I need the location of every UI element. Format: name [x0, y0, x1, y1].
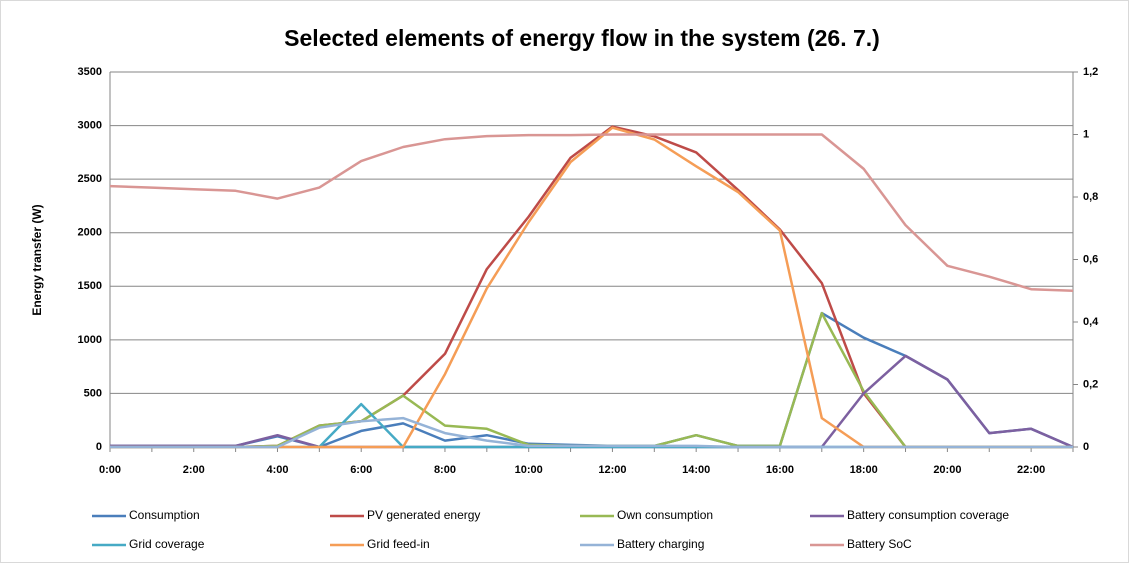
y2-tick-label: 1,2 — [1083, 66, 1098, 78]
legend-label: Battery SoC — [847, 537, 912, 551]
y2-tick-label: 0,6 — [1083, 253, 1098, 265]
legend-label: Grid feed-in — [367, 537, 430, 551]
y2-tick-label: 0 — [1083, 441, 1089, 453]
x-tick-label: 22:00 — [1017, 464, 1045, 476]
y-tick-label: 2500 — [78, 173, 102, 185]
legend-label: Battery consumption coverage — [847, 508, 1009, 522]
legend-label: PV generated energy — [367, 508, 480, 522]
x-tick-label: 6:00 — [350, 464, 372, 476]
x-tick-label: 16:00 — [766, 464, 794, 476]
y-tick-label: 1000 — [78, 334, 102, 346]
chart-title: Selected elements of energy flow in the … — [284, 25, 880, 51]
x-tick-label: 18:00 — [850, 464, 878, 476]
y2-tick-label: 0,2 — [1083, 378, 1098, 390]
legend-label: Consumption — [129, 508, 200, 522]
y-tick-label: 500 — [84, 387, 102, 399]
x-tick-label: 0:00 — [99, 464, 121, 476]
y-tick-label: 1500 — [78, 280, 102, 292]
legend-label: Own consumption — [617, 508, 713, 522]
y2-tick-label: 1 — [1083, 128, 1089, 140]
y-tick-label: 3000 — [78, 119, 102, 131]
y-tick-label: 3500 — [78, 66, 102, 78]
x-tick-label: 14:00 — [682, 464, 710, 476]
y2-tick-label: 0,4 — [1083, 316, 1099, 328]
x-tick-label: 2:00 — [183, 464, 205, 476]
series-line — [109, 133, 1074, 293]
x-tick-label: 20:00 — [933, 464, 961, 476]
y-axis-label: Energy transfer (W) — [30, 204, 44, 315]
y-tick-label: 0 — [96, 441, 102, 453]
x-tick-label: 8:00 — [434, 464, 456, 476]
series-line — [110, 416, 1073, 449]
x-tick-label: 10:00 — [515, 464, 543, 476]
x-tick-label: 12:00 — [598, 464, 626, 476]
x-tick-label: 4:00 — [266, 464, 288, 476]
y2-tick-label: 0,8 — [1083, 191, 1098, 203]
legend-label: Grid coverage — [129, 537, 205, 551]
legend-label: Battery charging — [617, 537, 704, 551]
y-tick-label: 2000 — [78, 227, 102, 239]
